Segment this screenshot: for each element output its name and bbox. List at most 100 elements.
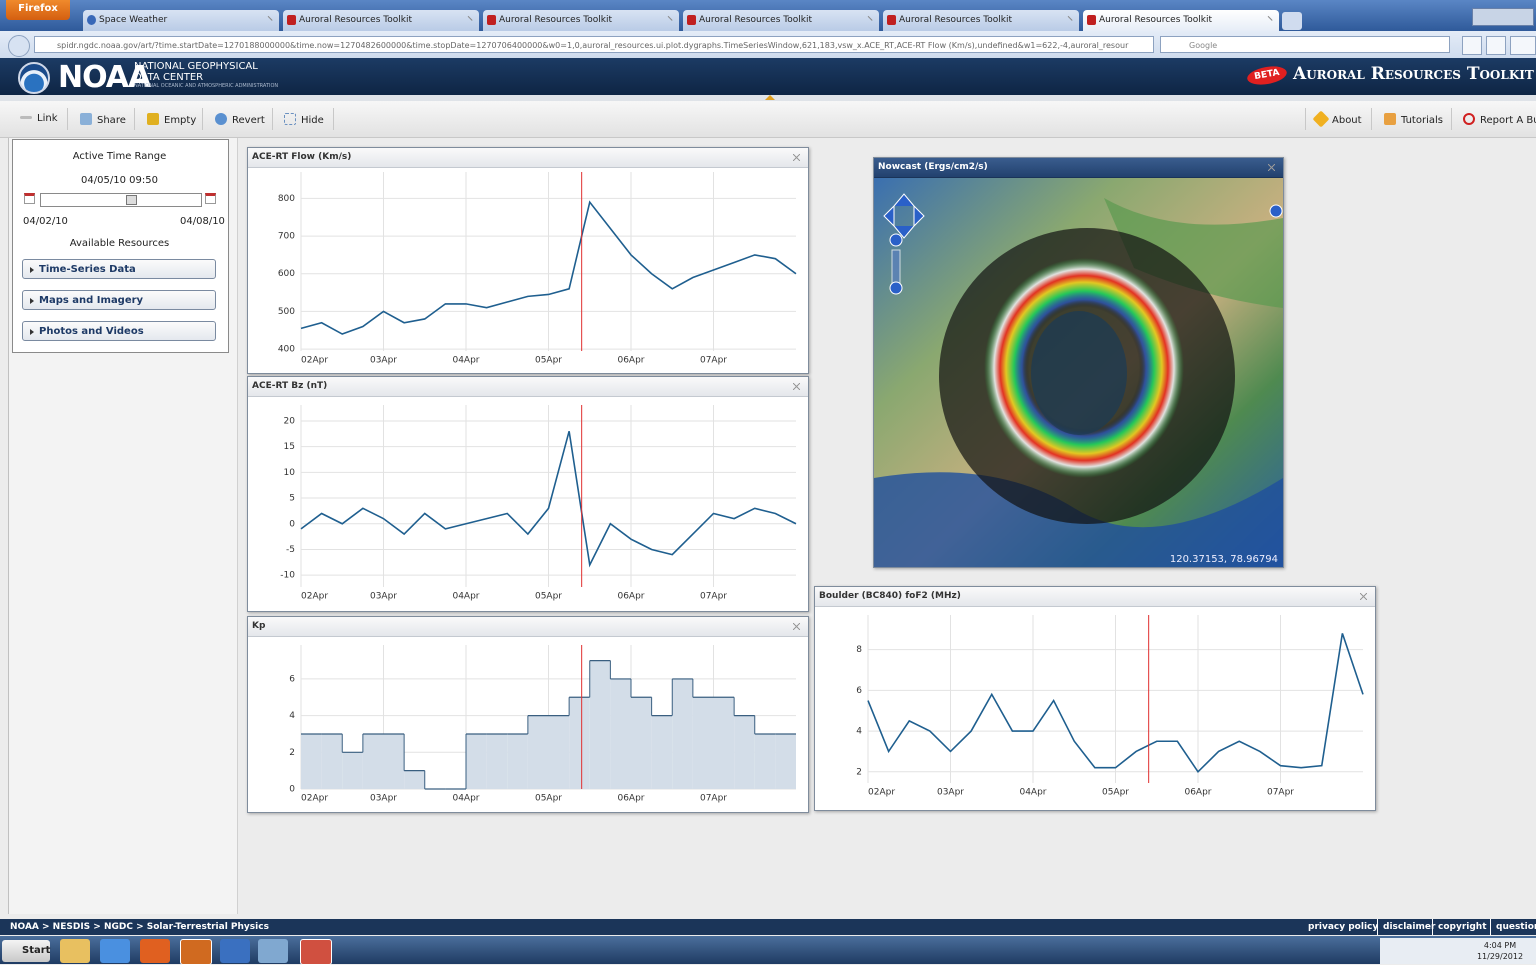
- toolbar-button[interactable]: Tutorials: [1384, 113, 1443, 126]
- toolbar-button[interactable]: Link: [20, 113, 57, 124]
- end-date-picker[interactable]: [205, 193, 216, 204]
- step-area: [569, 697, 590, 789]
- resource-section[interactable]: Photos and Videos: [22, 321, 216, 341]
- step-area: [528, 716, 549, 789]
- x-tick-label: 06Apr: [617, 356, 644, 366]
- toolbar-button[interactable]: Empty: [147, 113, 196, 126]
- button-label: Empty: [164, 115, 196, 126]
- home-button[interactable]: [1486, 36, 1506, 55]
- resource-section[interactable]: Time-Series Data: [22, 259, 216, 279]
- map-coordinates: 120.37153, 78.96794: [1170, 554, 1278, 565]
- footer-link[interactable]: disclaimer: [1377, 919, 1440, 935]
- y-tick-label: 500: [278, 307, 295, 317]
- x-tick-label: 02Apr: [301, 794, 328, 804]
- noaa-emblem: [18, 62, 50, 94]
- step-area: [672, 679, 693, 789]
- chart: 024602Apr03Apr04Apr05Apr06Apr07Apr: [248, 637, 808, 812]
- browser-tab[interactable]: Auroral Resources Toolkit: [883, 10, 1079, 31]
- x-tick-label: 03Apr: [370, 356, 397, 366]
- toolbar-button[interactable]: About: [1315, 113, 1362, 126]
- resource-section[interactable]: Maps and Imagery: [22, 290, 216, 310]
- y-tick-label: 5: [289, 494, 295, 504]
- browser-tab[interactable]: Auroral Resources Toolkit: [283, 10, 479, 31]
- x-tick-label: 05Apr: [1102, 788, 1129, 798]
- tab-title: Auroral Resources Toolkit: [1099, 15, 1212, 25]
- nowcast-map[interactable]: 120.37153, 78.96794: [874, 178, 1283, 567]
- start-button[interactable]: Start: [2, 940, 50, 962]
- zoom-out[interactable]: [890, 282, 902, 294]
- step-area: [755, 734, 776, 789]
- firefox-menu-button[interactable]: Firefox: [6, 0, 70, 20]
- layer-switcher[interactable]: [1270, 205, 1282, 217]
- step-area: [322, 734, 343, 789]
- clock-time: 4:04 PM: [1470, 940, 1530, 951]
- step-area: [342, 752, 363, 789]
- taskbar-icon[interactable]: [300, 939, 332, 965]
- x-tick-label: 07Apr: [1267, 788, 1294, 798]
- panel-title: Boulder (BC840) foF2 (MHz): [815, 587, 1375, 607]
- tab-title: Auroral Resources Toolkit: [899, 15, 1012, 25]
- x-tick-label: 04Apr: [452, 592, 479, 602]
- x-tick-label: 06Apr: [1184, 788, 1211, 798]
- new-tab-button[interactable]: [1282, 12, 1302, 30]
- toolbar-button[interactable]: Report A Bug: [1463, 113, 1536, 126]
- tab-title: Auroral Resources Toolkit: [699, 15, 812, 25]
- addon-button[interactable]: [1510, 36, 1536, 55]
- step-area: [775, 734, 796, 789]
- map-panel[interactable]: Nowcast (Ergs/cm2/s) 120.37153, 78.96794: [873, 157, 1284, 568]
- window-controls[interactable]: [1472, 8, 1534, 26]
- y-tick-label: 600: [278, 269, 295, 279]
- browser-tab[interactable]: Auroral Resources Toolkit: [483, 10, 679, 31]
- y-tick-label: 700: [278, 232, 295, 242]
- x-tick-label: 02Apr: [301, 592, 328, 602]
- y-tick-label: 400: [278, 345, 295, 355]
- step-area: [384, 734, 405, 789]
- footer-link[interactable]: privacy policy: [1303, 919, 1383, 935]
- step-area: [693, 697, 714, 789]
- browser-tab[interactable]: Auroral Resources Toolkit: [683, 10, 879, 31]
- step-area: [466, 734, 487, 789]
- taskbar-icon[interactable]: [258, 939, 288, 963]
- y-tick-label: 2: [856, 767, 862, 777]
- taskbar-icon[interactable]: [100, 939, 130, 963]
- separator: [1305, 108, 1306, 130]
- search-box[interactable]: Google: [1160, 36, 1450, 53]
- x-tick-label: 07Apr: [700, 592, 727, 602]
- taskbar-icon[interactable]: [180, 939, 212, 965]
- taskbar-icon[interactable]: [220, 939, 250, 963]
- x-tick-label: 02Apr: [301, 356, 328, 366]
- zoom-in[interactable]: [890, 234, 902, 246]
- toolbar-button[interactable]: Hide: [284, 113, 324, 126]
- x-tick-label: 03Apr: [370, 794, 397, 804]
- footer-link[interactable]: copyright: [1432, 919, 1492, 935]
- taskbar-icon[interactable]: [140, 939, 170, 963]
- org-subtitle: NATIONAL OCEANIC AND ATMOSPHERIC ADMINIS…: [134, 83, 278, 89]
- toolbar-button[interactable]: Share: [80, 113, 126, 126]
- separator: [134, 108, 135, 130]
- toolbar-button[interactable]: Revert: [215, 113, 265, 126]
- current-time: 04/05/10 09:50: [12, 175, 227, 186]
- button-label: Link: [37, 113, 57, 124]
- breadcrumb: NOAA > NESDIS > NGDC > Solar-Terrestrial…: [10, 922, 269, 932]
- start-date-picker[interactable]: [24, 193, 35, 204]
- chart: 246802Apr03Apr04Apr05Apr06Apr07Apr: [815, 607, 1375, 810]
- taskbar-icon[interactable]: [60, 939, 90, 963]
- time-slider[interactable]: [40, 193, 202, 207]
- y-tick-label: -10: [280, 571, 295, 581]
- back-button[interactable]: [8, 35, 30, 57]
- browser-tab[interactable]: Space Weather: [83, 10, 279, 31]
- search-button[interactable]: [1462, 36, 1482, 55]
- x-tick-label: 05Apr: [535, 356, 562, 366]
- tab-title: Auroral Resources Toolkit: [499, 15, 612, 25]
- url-bar[interactable]: spidr.ngdc.noaa.gov/art/?time.startDate=…: [34, 36, 1154, 53]
- button-label: Revert: [232, 115, 265, 126]
- y-tick-label: 0: [289, 785, 295, 795]
- footer-link[interactable]: questions: [1490, 919, 1536, 935]
- panel-title: ACE-RT Flow (Km/s): [248, 148, 808, 168]
- browser-tab[interactable]: Auroral Resources Toolkit: [1083, 10, 1279, 31]
